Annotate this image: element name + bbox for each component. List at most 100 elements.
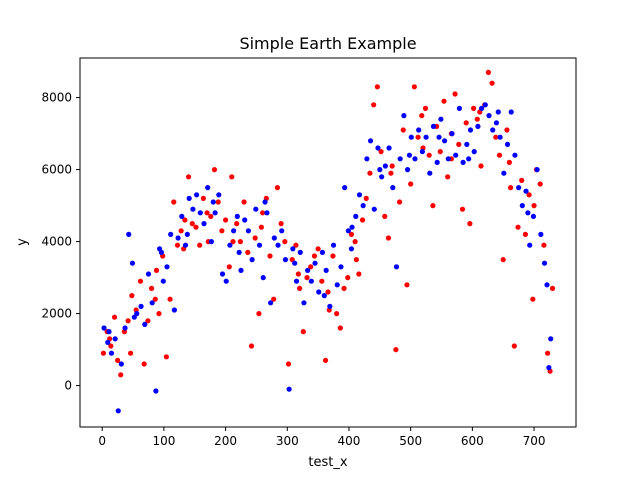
data-point xyxy=(501,170,507,176)
x-tick-label: 600 xyxy=(461,434,484,448)
data-point xyxy=(248,343,255,349)
data-point xyxy=(253,206,259,212)
data-point xyxy=(122,325,128,331)
data-point xyxy=(349,224,355,230)
data-point xyxy=(485,69,491,75)
data-point xyxy=(537,181,543,187)
data-point xyxy=(430,203,436,209)
data-point xyxy=(334,311,340,317)
data-point xyxy=(327,303,333,309)
data-point xyxy=(341,285,347,291)
data-point xyxy=(210,199,216,205)
data-point xyxy=(519,177,525,183)
data-point xyxy=(496,152,503,158)
data-point xyxy=(544,282,550,288)
data-point xyxy=(534,167,540,173)
data-point xyxy=(382,213,388,219)
data-point xyxy=(304,275,310,281)
data-point xyxy=(260,275,266,281)
y-tick-label: 2000 xyxy=(41,307,72,321)
data-point xyxy=(378,149,384,155)
data-point xyxy=(411,84,417,90)
data-point xyxy=(342,185,348,191)
data-point xyxy=(445,174,451,180)
data-point xyxy=(382,163,388,169)
data-point xyxy=(478,163,484,169)
data-point xyxy=(271,235,277,241)
data-point xyxy=(436,134,442,140)
data-point xyxy=(227,242,233,248)
data-point xyxy=(348,231,355,237)
data-point xyxy=(293,278,300,284)
data-point xyxy=(334,282,340,288)
data-point xyxy=(148,285,155,291)
data-point xyxy=(415,134,421,140)
data-point xyxy=(493,134,499,140)
data-point xyxy=(212,210,218,216)
data-point xyxy=(125,318,131,324)
data-point xyxy=(400,127,406,133)
data-point xyxy=(419,149,425,155)
data-point xyxy=(241,199,247,205)
data-point xyxy=(377,167,383,173)
data-point xyxy=(479,105,485,111)
data-point xyxy=(308,264,314,270)
data-point xyxy=(184,231,190,237)
data-point xyxy=(371,102,377,108)
data-point xyxy=(356,271,362,277)
data-point xyxy=(258,224,264,230)
data-point xyxy=(526,192,532,198)
data-point xyxy=(337,325,343,331)
data-point xyxy=(216,192,222,198)
data-point xyxy=(427,170,433,176)
data-point xyxy=(129,260,136,266)
y-tick-label: 6000 xyxy=(41,163,72,177)
data-point xyxy=(367,138,374,144)
data-point xyxy=(441,98,447,104)
x-tick-label: 500 xyxy=(399,434,422,448)
data-point xyxy=(519,203,525,209)
data-point xyxy=(406,152,413,158)
data-point xyxy=(430,123,437,129)
data-point xyxy=(106,329,112,335)
data-point xyxy=(408,134,414,140)
data-point xyxy=(522,231,529,237)
data-point xyxy=(456,105,462,111)
data-point xyxy=(101,325,107,331)
data-point xyxy=(275,242,281,248)
data-point xyxy=(467,221,473,227)
data-point xyxy=(297,285,303,291)
data-point xyxy=(129,293,135,299)
data-point xyxy=(242,217,248,223)
data-point xyxy=(363,195,369,201)
data-point xyxy=(360,203,366,209)
data-point xyxy=(423,134,429,140)
data-point xyxy=(459,206,466,212)
data-point xyxy=(506,159,512,165)
data-point xyxy=(182,242,189,248)
data-point xyxy=(408,181,414,187)
data-point xyxy=(182,217,188,223)
data-point xyxy=(142,321,148,327)
data-point xyxy=(438,116,444,122)
data-point xyxy=(364,156,370,162)
data-point xyxy=(279,228,285,234)
data-point xyxy=(160,278,166,284)
data-point xyxy=(178,228,184,234)
data-point xyxy=(164,264,170,270)
data-point xyxy=(305,267,311,273)
data-point xyxy=(474,116,480,122)
data-point xyxy=(546,365,552,371)
data-point xyxy=(282,257,289,263)
data-point xyxy=(530,213,537,219)
data-point xyxy=(471,149,477,155)
data-point xyxy=(141,361,147,367)
data-point xyxy=(231,228,237,234)
data-point xyxy=(389,163,395,169)
data-point xyxy=(489,80,495,86)
data-point xyxy=(245,249,251,255)
data-point xyxy=(115,408,121,414)
data-point xyxy=(419,113,425,119)
data-point xyxy=(127,350,134,356)
data-point xyxy=(412,156,418,162)
